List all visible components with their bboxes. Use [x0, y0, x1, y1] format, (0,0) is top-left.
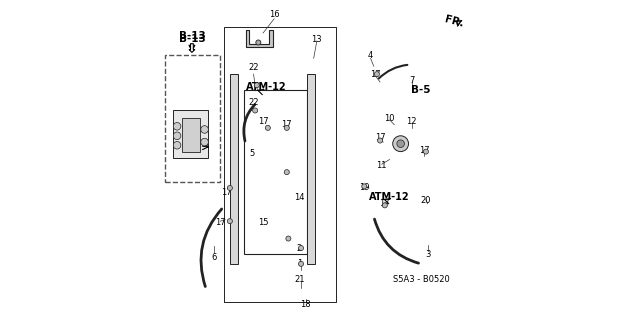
Text: 2: 2 — [297, 243, 302, 253]
Circle shape — [393, 136, 408, 152]
Text: 19: 19 — [359, 183, 369, 192]
Text: 17: 17 — [282, 120, 292, 129]
Circle shape — [201, 126, 209, 133]
Circle shape — [253, 108, 258, 113]
Text: 18: 18 — [300, 300, 311, 309]
Text: FR.: FR. — [444, 15, 465, 29]
Circle shape — [424, 149, 428, 154]
Bar — [307, 74, 316, 264]
Circle shape — [286, 236, 291, 241]
Text: B-13: B-13 — [179, 31, 205, 41]
FancyBboxPatch shape — [182, 118, 200, 152]
Circle shape — [227, 219, 232, 224]
FancyBboxPatch shape — [165, 55, 220, 182]
Circle shape — [227, 185, 232, 190]
Text: 7: 7 — [409, 76, 414, 85]
Text: 17: 17 — [419, 145, 429, 154]
Text: 16: 16 — [269, 10, 280, 19]
Circle shape — [284, 125, 289, 130]
Text: 11: 11 — [376, 161, 387, 170]
Text: ATM-12: ATM-12 — [369, 192, 410, 203]
Text: 4: 4 — [368, 51, 373, 60]
Text: 17: 17 — [221, 188, 232, 197]
FancyBboxPatch shape — [173, 110, 208, 158]
Polygon shape — [246, 30, 273, 47]
Circle shape — [201, 138, 209, 146]
Text: B-5: B-5 — [189, 139, 208, 149]
Circle shape — [397, 140, 404, 147]
Text: B-13: B-13 — [179, 34, 205, 44]
Bar — [244, 90, 307, 254]
Circle shape — [362, 184, 367, 189]
Bar — [230, 74, 238, 264]
Text: 17: 17 — [258, 117, 268, 126]
Circle shape — [382, 203, 387, 208]
Circle shape — [298, 261, 303, 266]
Text: 17: 17 — [380, 199, 390, 208]
Text: 22: 22 — [248, 63, 259, 72]
Text: 3: 3 — [425, 250, 430, 259]
Circle shape — [266, 125, 270, 130]
Circle shape — [173, 141, 181, 149]
Text: 15: 15 — [258, 218, 268, 227]
Circle shape — [374, 71, 380, 77]
Text: 14: 14 — [294, 193, 305, 202]
Text: B-5: B-5 — [412, 85, 431, 95]
Circle shape — [173, 122, 181, 130]
Text: 21: 21 — [294, 275, 305, 284]
Circle shape — [284, 170, 289, 175]
Text: 6: 6 — [211, 253, 217, 262]
Text: 22: 22 — [248, 98, 259, 107]
Circle shape — [173, 132, 181, 140]
Text: S5A3 - B0520: S5A3 - B0520 — [393, 275, 449, 284]
Text: 5: 5 — [250, 149, 255, 158]
Circle shape — [254, 83, 259, 88]
Circle shape — [298, 246, 303, 250]
Text: 17: 17 — [370, 70, 381, 78]
Circle shape — [378, 138, 383, 143]
Text: 10: 10 — [384, 114, 395, 123]
Text: 1: 1 — [297, 259, 302, 268]
Text: 12: 12 — [406, 117, 417, 126]
Text: ATM-12: ATM-12 — [246, 82, 287, 92]
Text: 17: 17 — [215, 218, 226, 227]
Text: 20: 20 — [420, 196, 431, 205]
Text: 13: 13 — [312, 35, 322, 44]
Circle shape — [256, 40, 261, 45]
Text: 17: 17 — [375, 133, 385, 142]
